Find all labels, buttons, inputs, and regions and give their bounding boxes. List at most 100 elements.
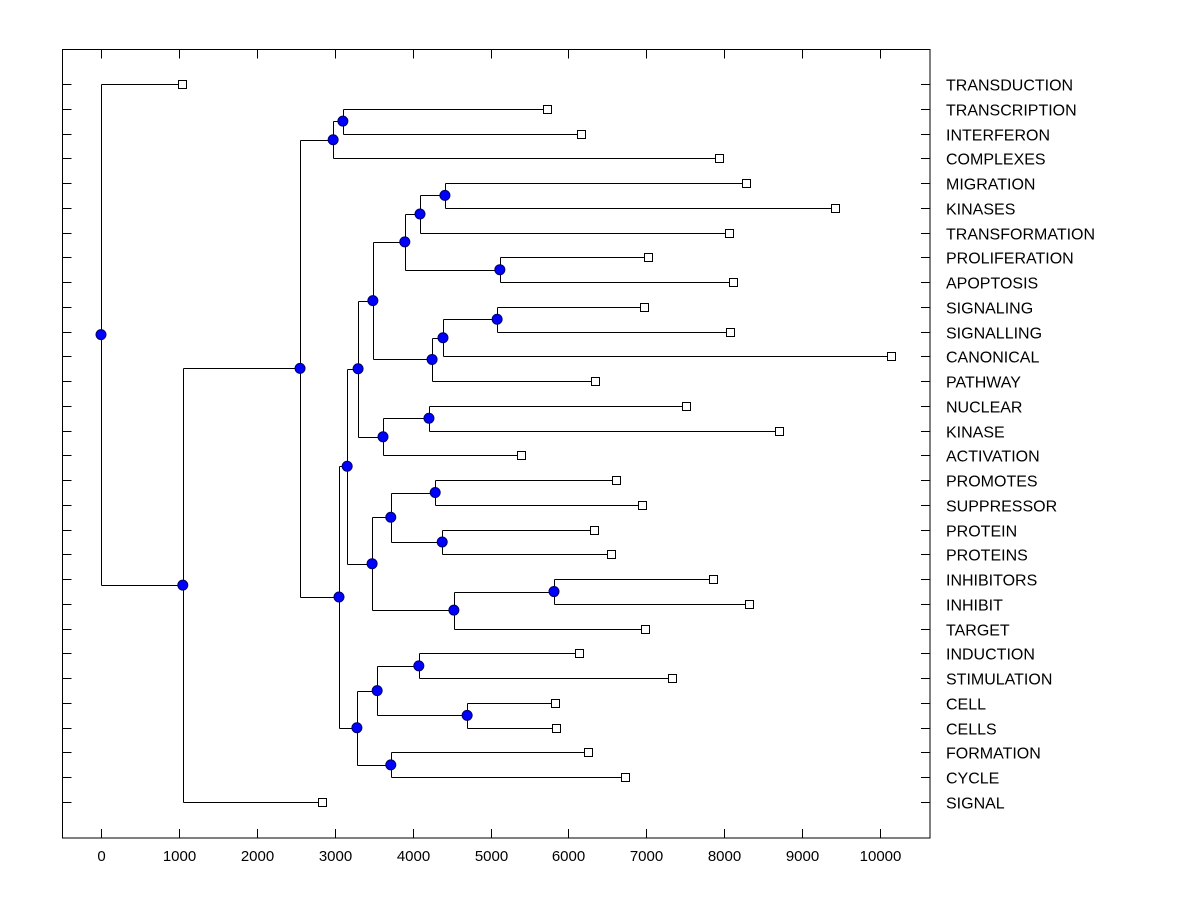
merge-node xyxy=(439,189,451,201)
leaf-marker xyxy=(715,154,724,163)
merge-node xyxy=(491,313,503,325)
leaf-label: FORMATION xyxy=(946,746,1041,763)
merge-node xyxy=(448,604,460,616)
dendrogram-leaves xyxy=(178,80,896,807)
dendrogram-nodes xyxy=(95,115,560,771)
leaf-marker xyxy=(607,550,616,559)
leaf-label: TRANSFORMATION xyxy=(946,227,1095,244)
x-tick-label: 1000 xyxy=(163,848,196,865)
merge-node xyxy=(294,362,306,374)
x-tick-label: 7000 xyxy=(630,848,663,865)
leaf-marker xyxy=(709,575,718,584)
dendrogram-edges xyxy=(101,84,892,803)
merge-node xyxy=(351,722,363,734)
leaf-label: INHIBITORS xyxy=(946,573,1037,590)
x-tick-label: 8000 xyxy=(708,848,741,865)
merge-node xyxy=(461,709,473,721)
x-tick-label: 2000 xyxy=(241,848,274,865)
merge-node xyxy=(341,460,353,472)
leaf-marker xyxy=(742,179,751,188)
merge-node xyxy=(436,536,448,548)
leaf-label: KINASE xyxy=(946,425,1005,442)
leaf-label: CELL xyxy=(946,697,986,714)
merge-node xyxy=(385,511,397,523)
leaf-marker xyxy=(726,328,735,337)
merge-node xyxy=(327,134,339,146)
leaf-label: CYCLE xyxy=(946,771,999,788)
leaf-label: SUPPRESSOR xyxy=(946,499,1057,516)
x-tick-label: 5000 xyxy=(475,848,508,865)
leaf-marker xyxy=(831,204,840,213)
leaf-label: INDUCTION xyxy=(946,647,1035,664)
merge-node xyxy=(429,487,441,499)
leaf-label: TRANSDUCTION xyxy=(946,78,1073,95)
merge-node xyxy=(337,115,349,127)
leaf-label: CELLS xyxy=(946,722,997,739)
x-tick-label: 6000 xyxy=(552,848,585,865)
leaf-marker xyxy=(612,476,621,485)
leaf-marker xyxy=(644,253,653,262)
leaf-label: CANONICAL xyxy=(946,350,1039,367)
leaf-label: COMPLEXES xyxy=(946,152,1046,169)
leaf-label: PROMOTES xyxy=(946,474,1038,491)
leaf-marker xyxy=(725,229,734,238)
merge-node xyxy=(399,236,411,248)
leaf-marker xyxy=(775,427,784,436)
x-tick-label: 3000 xyxy=(319,848,352,865)
merge-node xyxy=(494,264,506,276)
merge-node xyxy=(426,353,438,365)
leaf-label: PROTEIN xyxy=(946,524,1017,541)
leaf-labels: TRANSDUCTION TRANSCRIPTION INTERFERON COMPL… xyxy=(946,78,1095,813)
plot-frame xyxy=(62,49,931,839)
leaf-marker xyxy=(745,600,754,609)
x-tick-labels: 0 1000 2000 3000 4000 5000 6000 7000 8000 9000 100… xyxy=(97,848,901,865)
leaf-label: PATHWAY xyxy=(946,375,1021,392)
leaf-label: SIGNALLING xyxy=(946,326,1042,343)
merge-node xyxy=(177,579,189,591)
leaf-label: KINASES xyxy=(946,202,1015,219)
leaf-label: SIGNALING xyxy=(946,301,1033,318)
leaf-marker xyxy=(577,130,586,139)
leaf-marker xyxy=(640,303,649,312)
leaf-marker xyxy=(590,526,599,535)
axis-ticks xyxy=(62,49,930,838)
merge-node xyxy=(423,412,435,424)
x-tick-label: 0 xyxy=(97,848,105,865)
leaf-label: SIGNAL xyxy=(946,796,1005,813)
leaf-marker xyxy=(641,625,650,634)
merge-node xyxy=(367,295,379,307)
leaf-label: INHIBIT xyxy=(946,598,1003,615)
leaf-marker xyxy=(575,649,584,658)
leaf-label: STIMULATION xyxy=(946,672,1052,689)
leaf-label: INTERFERON xyxy=(946,128,1050,145)
leaf-label: ACTIVATION xyxy=(946,449,1040,466)
leaf-marker xyxy=(638,501,647,510)
leaf-label: PROTEINS xyxy=(946,548,1028,565)
leaf-label: PROLIFERATION xyxy=(946,251,1074,268)
leaf-marker xyxy=(668,674,677,683)
leaf-marker xyxy=(551,699,560,708)
merge-node xyxy=(333,591,345,603)
leaf-label: MIGRATION xyxy=(946,177,1035,194)
leaf-marker xyxy=(682,402,691,411)
leaf-marker xyxy=(178,80,187,89)
merge-node xyxy=(371,685,383,697)
merge-node xyxy=(385,759,397,771)
merge-node xyxy=(413,660,425,672)
merge-node xyxy=(95,329,107,341)
leaf-marker xyxy=(729,278,738,287)
leaf-marker xyxy=(543,105,552,114)
leaf-label: TRANSCRIPTION xyxy=(946,103,1077,120)
merge-node xyxy=(352,363,364,375)
merge-node xyxy=(414,208,426,220)
merge-node xyxy=(548,586,560,598)
leaf-marker xyxy=(621,773,630,782)
leaf-marker xyxy=(318,798,327,807)
x-tick-label: 9000 xyxy=(786,848,819,865)
leaf-marker xyxy=(584,748,593,757)
merge-node xyxy=(366,558,378,570)
leaf-marker xyxy=(552,724,561,733)
leaf-label: APOPTOSIS xyxy=(946,276,1038,293)
leaf-marker xyxy=(887,352,896,361)
